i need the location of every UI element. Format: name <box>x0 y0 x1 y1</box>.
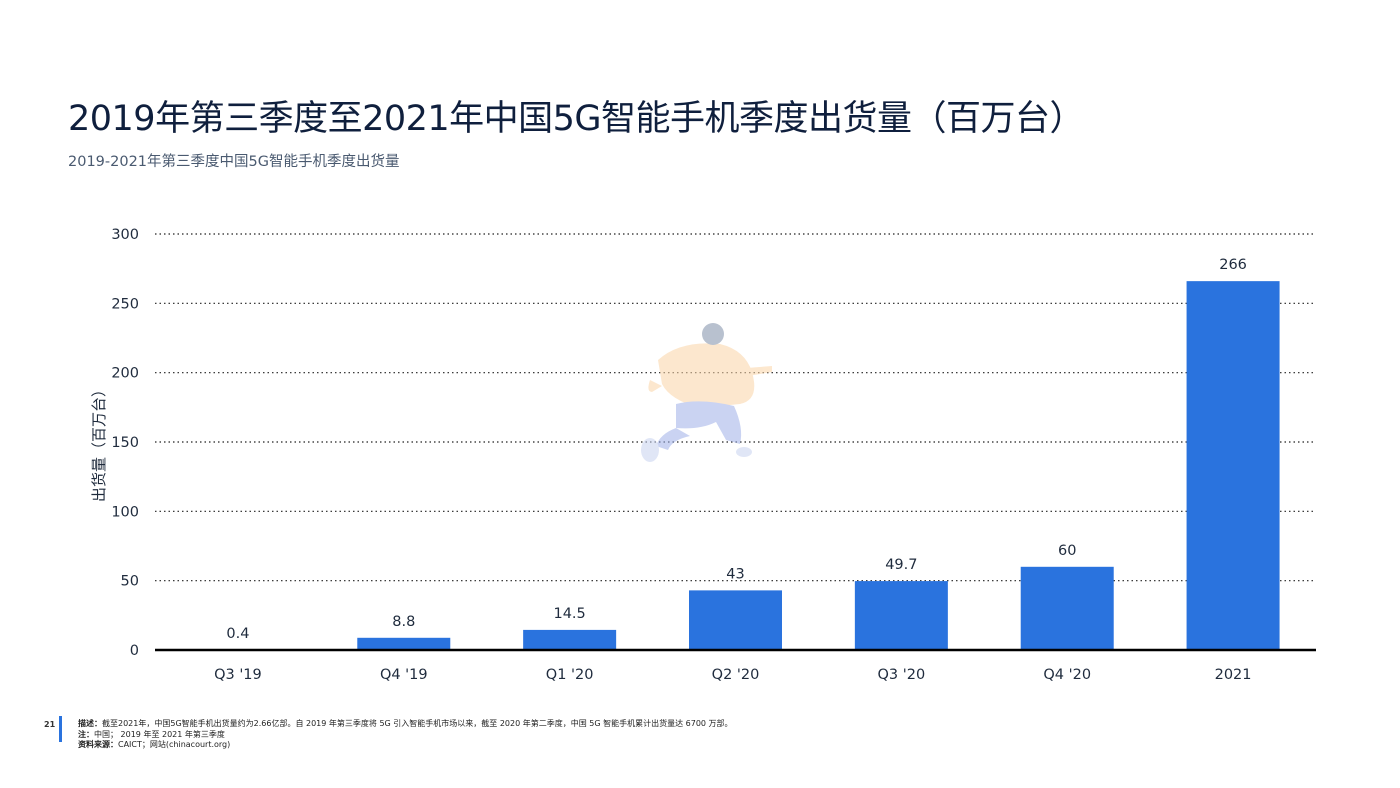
value-labels: 0.4 8.8 14.5 43 49.7 60 266 <box>226 257 1247 642</box>
value-label: 49.7 <box>885 557 917 573</box>
value-label: 43 <box>726 566 744 582</box>
page-title: 2019年第三季度至2021年中国5G智能手机季度出货量（百万台） <box>68 99 1085 139</box>
x-axis-ticks: Q3 '19 Q4 '19 Q1 '20 Q2 '20 Q3 '20 Q4 '20 2021 <box>214 667 1251 683</box>
x-tick-label: 2021 <box>1215 667 1252 683</box>
y-tick-label: 50 <box>121 574 139 590</box>
bar <box>523 629 617 650</box>
bar <box>689 590 782 650</box>
bars <box>191 281 1280 650</box>
y-tick-label: 250 <box>111 296 139 312</box>
y-tick-label: 300 <box>111 227 139 243</box>
y-axis-label: 出货量（百万台） <box>90 382 108 502</box>
footer: 21 描述：截至2021年，中国5G智能手机出货量约为2.66亿部。自 2019… <box>0 716 1400 766</box>
x-tick-label: Q1 '20 <box>546 667 594 683</box>
y-tick-label: 0 <box>130 643 139 659</box>
x-tick-label: Q4 '19 <box>380 667 428 683</box>
note-line: 注：中国； 2019 年至 2021 年第三季度 <box>78 729 225 739</box>
value-label: 14.5 <box>553 606 585 622</box>
page-subtitle: 2019-2021年第三季度中国5G智能手机季度出货量 <box>68 154 400 170</box>
value-label: 266 <box>1219 257 1247 273</box>
bar <box>357 637 451 650</box>
page-number: 21 <box>44 720 56 729</box>
x-tick-label: Q3 '19 <box>214 667 262 683</box>
bar-chart: 0 50 100 150 200 250 300 出货量（百万台） 0.4 8.8 14.5 43… <box>90 227 1316 683</box>
source-line: 资料来源：CAICT；网站(chinacourt.org) <box>78 740 231 749</box>
gridlines <box>155 233 1316 582</box>
bar <box>1186 281 1280 650</box>
y-axis-ticks: 0 50 100 150 200 250 300 <box>111 227 139 659</box>
bar <box>1020 566 1114 650</box>
x-tick-label: Q2 '20 <box>712 667 760 683</box>
value-label: 0.4 <box>226 626 249 642</box>
bar <box>854 581 948 650</box>
value-label: 8.8 <box>392 614 415 630</box>
x-tick-label: Q4 '20 <box>1043 667 1091 683</box>
watermark-figure <box>641 323 772 462</box>
y-tick-label: 200 <box>111 366 139 382</box>
x-tick-label: Q3 '20 <box>878 667 926 683</box>
y-tick-label: 150 <box>111 435 139 451</box>
description-line: 描述：截至2021年，中国5G智能手机出货量约为2.66亿部。自 2019 年第… <box>78 719 733 728</box>
footer-accent-bar <box>59 716 62 742</box>
footer-notes: 描述：截至2021年，中国5G智能手机出货量约为2.66亿部。自 2019 年第… <box>78 719 733 751</box>
y-tick-label: 100 <box>111 504 139 520</box>
value-label: 60 <box>1058 543 1076 559</box>
